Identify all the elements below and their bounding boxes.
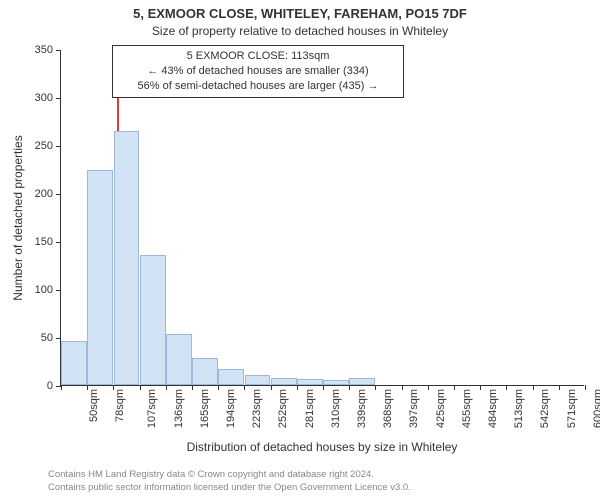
y-tick	[56, 338, 61, 339]
chart-title-description: Size of property relative to detached ho…	[0, 24, 600, 38]
y-axis-label: Number of detached properties	[11, 135, 25, 300]
x-tick-label: 571sqm	[566, 389, 578, 428]
x-tick-label: 50sqm	[88, 389, 100, 422]
y-tick	[56, 50, 61, 51]
y-tick-label: 0	[47, 380, 53, 392]
y-tick	[56, 98, 61, 99]
y-tick-label: 50	[41, 332, 53, 344]
x-tick	[297, 385, 298, 390]
histogram-bar	[87, 170, 113, 385]
plot-area: 05010015020025030035050sqm78sqm107sqm136…	[60, 50, 584, 386]
x-tick-label: 194sqm	[225, 389, 237, 428]
x-tick	[271, 385, 272, 390]
y-tick-label: 250	[35, 140, 53, 152]
y-tick	[56, 146, 61, 147]
histogram-bar	[140, 255, 166, 385]
x-tick-label: 223sqm	[251, 389, 263, 428]
y-tick-label: 350	[35, 44, 53, 56]
x-tick	[87, 385, 88, 390]
x-tick-label: 78sqm	[114, 389, 126, 422]
y-tick	[56, 194, 61, 195]
histogram-bar	[192, 358, 218, 385]
histogram-bar	[166, 334, 192, 385]
histogram-bar	[323, 380, 349, 385]
x-tick-label: 107sqm	[147, 389, 159, 428]
x-tick	[454, 385, 455, 390]
x-tick	[192, 385, 193, 390]
x-tick	[61, 385, 62, 390]
x-axis-label: Distribution of detached houses by size …	[60, 440, 584, 454]
y-tick	[56, 290, 61, 291]
chart-title-address: 5, EXMOOR CLOSE, WHITELEY, FAREHAM, PO15…	[0, 6, 600, 21]
x-tick-label: 252sqm	[278, 389, 290, 428]
x-tick	[218, 385, 219, 390]
y-tick-label: 300	[35, 92, 53, 104]
x-tick-label: 339sqm	[356, 389, 368, 428]
x-tick-label: 600sqm	[592, 389, 600, 428]
histogram-bar	[245, 375, 271, 385]
x-tick-label: 542sqm	[540, 389, 552, 428]
x-tick	[323, 385, 324, 390]
footer-line-1: Contains HM Land Registry data © Crown c…	[48, 469, 411, 481]
histogram-bar	[61, 341, 87, 385]
x-tick	[375, 385, 376, 390]
y-tick-label: 150	[35, 236, 53, 248]
x-tick-label: 513sqm	[513, 389, 525, 428]
x-tick-label: 484sqm	[487, 389, 499, 428]
x-tick	[428, 385, 429, 390]
annotation-line-2: ← 43% of detached houses are smaller (33…	[119, 64, 397, 79]
histogram-bar	[218, 369, 244, 385]
annotation-box: 5 EXMOOR CLOSE: 113sqm ← 43% of detached…	[112, 45, 404, 98]
x-tick	[244, 385, 245, 390]
x-tick	[585, 385, 586, 390]
y-tick	[56, 242, 61, 243]
x-tick	[166, 385, 167, 390]
histogram-bar	[349, 378, 375, 385]
x-tick-label: 281sqm	[304, 389, 316, 428]
x-tick-label: 310sqm	[330, 389, 342, 428]
x-tick-label: 165sqm	[199, 389, 211, 428]
y-tick-label: 100	[35, 284, 53, 296]
x-tick	[533, 385, 534, 390]
x-tick	[349, 385, 350, 390]
histogram-bar	[297, 379, 323, 385]
histogram-bar	[271, 378, 297, 385]
chart-container: 5, EXMOOR CLOSE, WHITELEY, FAREHAM, PO15…	[0, 0, 600, 500]
x-tick-label: 425sqm	[435, 389, 447, 428]
histogram-bar	[114, 131, 140, 385]
x-tick	[506, 385, 507, 390]
footer-attribution: Contains HM Land Registry data © Crown c…	[48, 469, 411, 494]
x-tick	[559, 385, 560, 390]
x-tick	[140, 385, 141, 390]
x-tick-label: 397sqm	[409, 389, 421, 428]
x-tick-label: 136sqm	[173, 389, 185, 428]
x-tick	[402, 385, 403, 390]
x-tick-label: 368sqm	[382, 389, 394, 428]
x-tick-label: 455sqm	[461, 389, 473, 428]
x-tick	[113, 385, 114, 390]
annotation-line-3: 56% of semi-detached houses are larger (…	[119, 79, 397, 94]
annotation-line-1: 5 EXMOOR CLOSE: 113sqm	[119, 49, 397, 64]
footer-line-2: Contains public sector information licen…	[48, 482, 411, 494]
y-tick-label: 200	[35, 188, 53, 200]
x-tick	[480, 385, 481, 390]
